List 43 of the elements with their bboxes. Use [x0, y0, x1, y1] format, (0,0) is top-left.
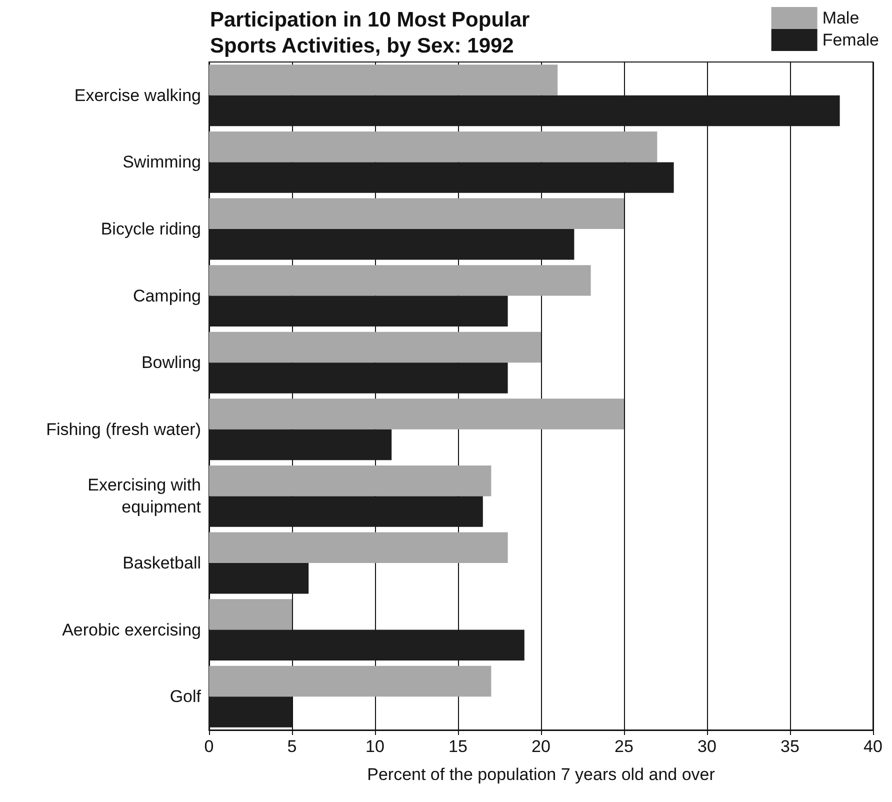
bar	[209, 429, 392, 460]
bar	[209, 465, 492, 496]
bar	[209, 496, 483, 527]
x-tick-label: 5	[287, 737, 297, 756]
bar	[209, 162, 674, 193]
bar	[209, 599, 292, 630]
y-tick-label: Fishing (fresh water)	[46, 420, 201, 439]
y-tick-label: Exercising with equipment	[88, 476, 202, 517]
legend-label: Female	[822, 30, 879, 50]
x-tick-label: 35	[780, 737, 800, 756]
bar	[209, 696, 292, 728]
bar	[209, 95, 840, 126]
y-tick-label: Camping	[132, 286, 201, 306]
x-tick-label: 20	[532, 737, 550, 756]
y-tick-label: Swimming	[122, 152, 201, 172]
bar	[209, 532, 508, 563]
bar	[209, 362, 508, 394]
bar	[209, 630, 524, 661]
bar	[209, 64, 558, 96]
y-tick-label: Bicycle riding	[100, 220, 201, 238]
x-tick-label: 30	[698, 737, 716, 756]
y-tick-label: Golf	[170, 687, 202, 706]
bar	[209, 198, 624, 229]
x-tick-label: 15	[448, 737, 468, 756]
bar	[209, 131, 658, 162]
bar	[209, 265, 591, 296]
bar	[209, 398, 624, 430]
bar	[209, 666, 492, 697]
bar	[209, 563, 309, 594]
y-tick-label: Basketball	[122, 554, 201, 572]
x-tick-label: 0	[204, 737, 214, 756]
bar	[209, 229, 574, 260]
x-tick-label: 10	[366, 737, 384, 756]
x-axis-title: Percent of the population 7 years old and over	[367, 765, 716, 784]
y-tick-label: Bowling	[141, 353, 201, 372]
x-tick-label: 25	[614, 737, 634, 756]
y-tick-label: Aerobic exercising	[62, 620, 201, 640]
chart-title: Participation in 10 Most Popular Sports Activities, by Sex: 1992	[210, 8, 530, 58]
legend-label: Male	[822, 8, 860, 28]
bar	[209, 332, 541, 363]
bar	[209, 296, 508, 327]
y-tick-label: Exercise walking	[74, 86, 201, 105]
x-tick-label: 40	[864, 737, 882, 756]
